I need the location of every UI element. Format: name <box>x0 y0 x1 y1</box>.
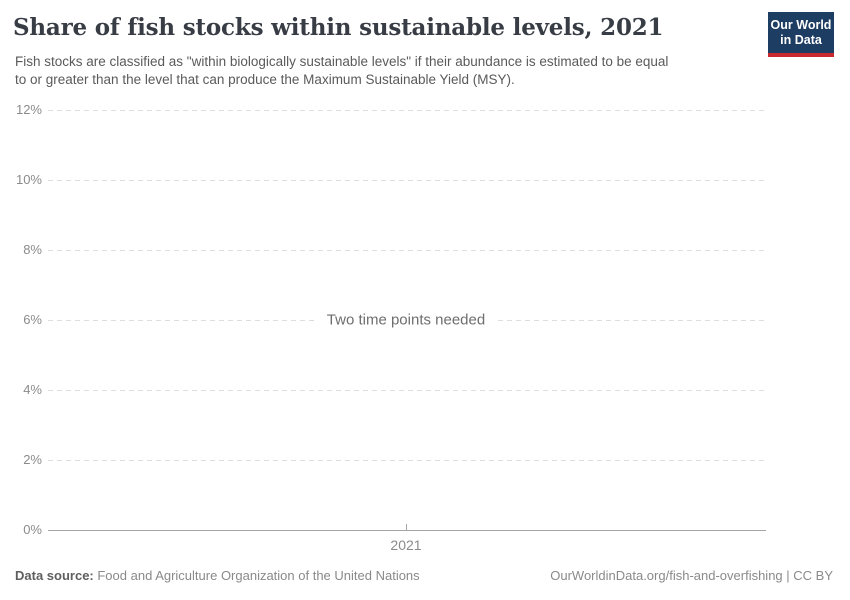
page-title: Share of fish stocks within sustainable … <box>13 14 664 41</box>
attribution: OurWorldinData.org/fish-and-overfishing … <box>550 568 833 583</box>
y-tick-label: 2% <box>23 452 42 467</box>
y-gridline <box>48 460 766 461</box>
data-source: Data source: Food and Agriculture Organi… <box>15 568 420 583</box>
y-gridline <box>48 110 766 111</box>
chart-subtitle-line1: Fish stocks are classified as "within bi… <box>15 54 669 69</box>
y-gridline <box>48 390 766 391</box>
y-tick-label: 6% <box>23 312 42 327</box>
chart-subtitle-line2: to or greater than the level that can pr… <box>15 71 515 87</box>
y-tick-label: 8% <box>23 242 42 257</box>
license-badge: | CC BY <box>782 568 833 583</box>
y-tick-label: 12% <box>15 102 42 117</box>
y-gridline <box>48 180 766 181</box>
y-gridline <box>48 250 766 251</box>
chart-footer: Data source: Food and Agriculture Organi… <box>15 568 833 583</box>
owid-logo-line1: Our World <box>770 17 832 32</box>
owid-url-link[interactable]: OurWorldinData.org/fish-and-overfishing <box>550 568 783 583</box>
y-tick-label: 4% <box>23 382 42 397</box>
owid-logo[interactable]: Our World in Data <box>768 12 834 57</box>
x-tick-mark <box>406 524 407 530</box>
empty-state-message: Two time points needed <box>316 309 496 331</box>
chart-subtitle: Fish stocks are classified as "within bi… <box>15 53 755 88</box>
y-tick-label: 10% <box>15 172 42 187</box>
y-tick-label: 0% <box>23 522 42 537</box>
data-source-value: Food and Agriculture Organization of the… <box>93 568 420 583</box>
data-source-label: Data source: <box>15 568 94 583</box>
x-axis-line <box>48 530 766 531</box>
owid-logo-line2: in Data <box>780 32 822 47</box>
x-tick-label: 2021 <box>390 537 422 553</box>
